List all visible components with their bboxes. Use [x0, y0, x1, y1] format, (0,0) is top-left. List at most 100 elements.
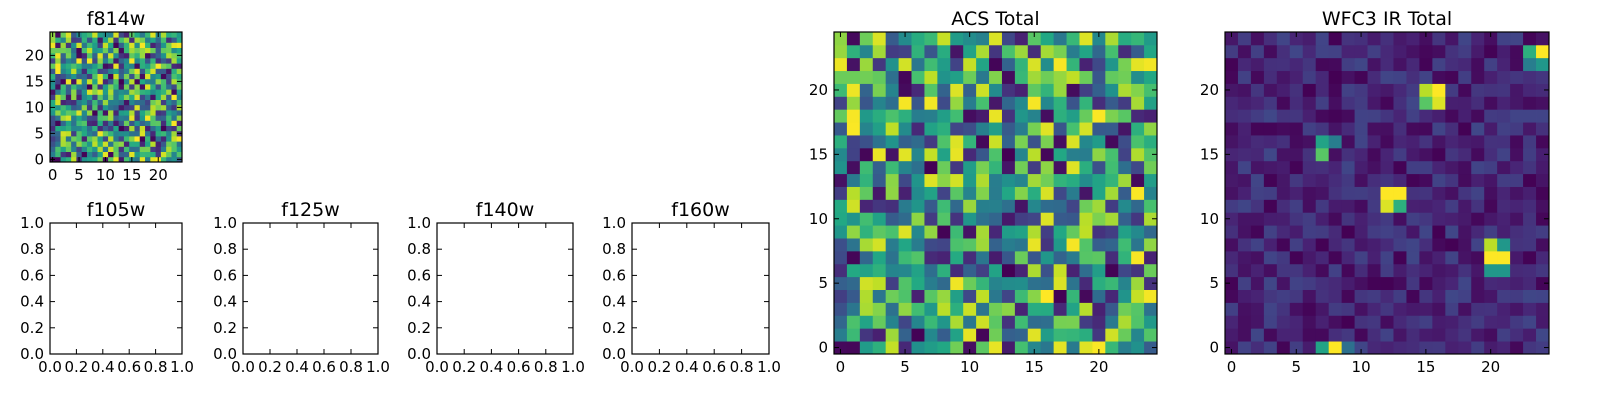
heatmap-cell [1066, 212, 1080, 226]
heatmap-cell [50, 37, 56, 43]
heatmap-cell [102, 47, 109, 54]
heatmap-cell [1040, 122, 1055, 136]
heatmap-cell [1302, 315, 1317, 329]
heatmap-cell [81, 130, 88, 137]
heatmap-cell [1536, 57, 1550, 72]
heatmap-cell [950, 160, 964, 175]
heatmap-cell [1471, 135, 1485, 149]
heatmap-cell [1118, 147, 1132, 162]
heatmap-cell [1536, 315, 1550, 329]
heatmap-cell [989, 289, 1003, 303]
heatmap-cell [1523, 70, 1537, 84]
heatmap-cell [86, 156, 93, 163]
heatmap-cell [1419, 70, 1433, 84]
heatmap-cell [113, 73, 120, 80]
heatmap-cell [911, 83, 925, 97]
heatmap-cell [176, 136, 183, 142]
heatmap-cell [1302, 70, 1317, 84]
heatmap-cell [859, 186, 874, 200]
heatmap-cell [1289, 276, 1304, 290]
heatmap-cell [1225, 173, 1239, 187]
heatmap-cell [1263, 289, 1278, 303]
heatmap-cell [1276, 199, 1291, 213]
heatmap-cell [76, 94, 83, 100]
heatmap-cell [1276, 160, 1291, 175]
heatmap-cell [1523, 57, 1537, 72]
heatmap-cell [1458, 315, 1472, 329]
heatmap-cell [950, 96, 964, 110]
heatmap-cell [1092, 238, 1106, 252]
heatmap-cell [846, 341, 861, 355]
heatmap-cell [1105, 212, 1119, 226]
heatmap-cell [1471, 212, 1485, 226]
heatmap-cell [1225, 225, 1239, 239]
heatmap-cell [1419, 263, 1433, 278]
heatmap-cell [1289, 199, 1304, 213]
heatmap-cell [92, 146, 98, 152]
heatmap-cell [97, 37, 104, 43]
heatmap-cell [145, 42, 151, 48]
heatmap-cell [1131, 109, 1145, 123]
heatmap-cell [1432, 315, 1446, 329]
heatmap-cell [1250, 32, 1265, 46]
heatmap-cell [118, 141, 125, 147]
heatmap-cell [1027, 173, 1042, 187]
heatmap-cell [1144, 276, 1158, 290]
heatmap-cell [1066, 122, 1080, 136]
heatmap-cell [924, 96, 938, 110]
heatmap-cell [872, 225, 887, 239]
heatmap-cell [1237, 70, 1252, 84]
heatmap-cell [1289, 122, 1304, 136]
heatmap-cell [71, 84, 77, 90]
heatmap-cell [1053, 199, 1067, 213]
heatmap-cell [97, 73, 104, 80]
heatmap-cell [950, 83, 964, 97]
heatmap-cell [1458, 302, 1472, 316]
heatmap-cell [963, 147, 977, 162]
heatmap-cell [1393, 250, 1407, 265]
heatmap-cell [171, 151, 178, 158]
heatmap-cell [102, 63, 109, 69]
heatmap-cell [113, 110, 120, 116]
heatmap-cell [60, 104, 67, 111]
heatmap-cell [71, 104, 77, 111]
y-tick-label: 0.6 [602, 266, 626, 284]
heatmap-cell [92, 32, 98, 38]
heatmap-cell [846, 199, 861, 213]
heatmap-cell [1302, 225, 1317, 239]
y-tick-label: 0.8 [20, 240, 44, 258]
heatmap-cell [155, 120, 162, 126]
heatmap-cell [1144, 186, 1158, 200]
heatmap-cell [86, 42, 93, 48]
heatmap-cell [924, 263, 938, 278]
heatmap-cell [1276, 44, 1291, 59]
heatmap-cell [1471, 186, 1485, 200]
heatmap-cell [160, 146, 167, 152]
heatmap-cell [1471, 70, 1485, 84]
heatmap-cell [134, 68, 141, 74]
y-tick-label: 0.0 [602, 345, 626, 363]
heatmap-cell [155, 84, 162, 90]
heatmap-cell [937, 70, 951, 84]
heatmap-cell [898, 32, 912, 46]
heatmap-cell [937, 173, 951, 187]
heatmap-cell [859, 44, 874, 59]
heatmap-cell [1014, 32, 1029, 46]
heatmap-cell [55, 151, 61, 158]
heatmap-cell [1092, 83, 1106, 97]
heatmap-cell [1001, 32, 1016, 46]
heatmap-cell [1105, 341, 1119, 355]
heatmap-cell [92, 89, 98, 95]
heatmap-cell [1225, 238, 1239, 252]
heatmap-cell [1066, 276, 1080, 290]
heatmap-cell [898, 341, 912, 355]
heatmap-cell [924, 328, 938, 342]
heatmap-cell [123, 125, 130, 132]
heatmap-cell [1484, 238, 1498, 252]
heatmap-cell [1484, 186, 1498, 200]
heatmap-cell [1053, 122, 1067, 136]
heatmap-cell [1315, 96, 1330, 110]
y-tick-label: 0.4 [20, 293, 44, 311]
heatmap-cell [898, 44, 912, 59]
heatmap-cell [1380, 302, 1394, 316]
